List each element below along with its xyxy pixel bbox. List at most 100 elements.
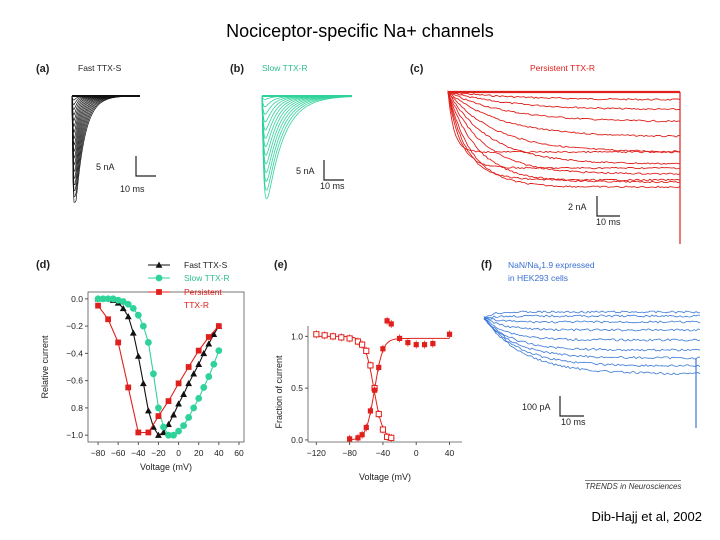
panel-f-scale-x: 10 ms: [561, 417, 586, 427]
data-point-d: [150, 423, 157, 430]
x-tick-label-d: −40: [131, 448, 146, 458]
data-point-e: [338, 334, 345, 341]
data-point-d: [105, 316, 112, 323]
y-tick-label-d: −0.6: [66, 376, 83, 386]
data-point-e: [367, 408, 374, 414]
data-point-d: [94, 295, 102, 303]
legend-label-d: Persistent: [184, 287, 222, 297]
data-point-d: [160, 429, 167, 436]
panel-a-scale-x: 10 ms: [120, 184, 145, 194]
data-point-d: [185, 379, 193, 387]
trace-c: [447, 92, 681, 182]
trace-c: [447, 92, 681, 184]
journal-credit: TRENDS in Neurosciences: [585, 480, 682, 491]
data-point-d: [115, 339, 122, 346]
trace-b: [261, 95, 352, 148]
trace-f: [483, 317, 701, 332]
data-point-d: [200, 349, 208, 357]
slide-title: Nociceptor-specific Na+ channels: [226, 21, 494, 41]
data-point-e: [367, 362, 374, 369]
trace-f: [483, 317, 701, 324]
legend-marker-d: [156, 289, 162, 295]
panel-f-traces: [483, 310, 701, 428]
x-axis-label-e: Voltage (mV): [359, 472, 411, 482]
panel-d-letter: (d): [36, 259, 50, 271]
x-tick-label-d: 20: [194, 448, 204, 458]
trace-c: [447, 92, 680, 138]
data-point-d: [139, 322, 147, 330]
trace-c: [447, 92, 681, 154]
data-point-e: [363, 347, 370, 354]
data-point-e: [376, 364, 382, 371]
trace-c: [447, 90, 681, 153]
data-point-e: [388, 321, 394, 327]
data-point-e: [388, 434, 395, 441]
data-point-e: [384, 318, 390, 324]
data-point-d: [145, 429, 152, 436]
trace-f: [483, 314, 701, 320]
panel-f-title-sub: v: [538, 266, 541, 272]
data-point-d: [205, 334, 212, 340]
x-tick-label-e: 40: [445, 448, 455, 458]
panel-b-title: Slow TTX-R: [262, 63, 308, 73]
panel-c-letter: (c): [410, 63, 424, 75]
panel-f-scalebar: [559, 396, 584, 417]
panel-e-letter: (e): [274, 259, 288, 271]
data-point-e: [405, 339, 411, 346]
data-point-d: [195, 347, 202, 354]
panel-c-scale-x: 10 ms: [596, 217, 621, 227]
data-point-d: [139, 379, 147, 387]
plot-frame-d: [87, 291, 245, 443]
y-tick-label-d: −1.0: [66, 430, 83, 440]
data-point-d: [124, 313, 132, 320]
y-tick-label-d: −0.2: [66, 321, 83, 331]
data-point-e: [371, 387, 378, 393]
legend-marker-d: [155, 274, 163, 282]
data-point-d: [134, 352, 142, 359]
y-tick-label-e: 1.0: [291, 331, 303, 341]
panel-a-title: Fast TTX-S: [78, 63, 122, 73]
panel-c-scalebar: [596, 196, 620, 217]
data-point-d: [134, 311, 142, 319]
panel-a-traces: [71, 95, 140, 203]
panel-e-chart: −120 −80 −40 0 40 0.0 0.5 1.0 Voltage (mV) Fracti…: [274, 316, 462, 482]
data-point-e: [430, 341, 436, 347]
trace-b: [261, 95, 352, 156]
data-point-d: [160, 423, 167, 431]
data-point-d: [195, 360, 203, 367]
data-point-e: [363, 424, 369, 431]
data-point-e: [355, 435, 361, 441]
x-tick-label-d: 40: [214, 448, 224, 458]
data-point-d: [95, 302, 101, 309]
trace-c: [447, 91, 680, 123]
panel-b-scale-y: 5 nA: [296, 166, 315, 176]
x-tick-label-e: −80: [342, 448, 357, 458]
x-tick-label-e: −120: [307, 448, 326, 458]
panel-f-title-post: 1.9 expressed: [541, 260, 595, 270]
x-tick-label-d: −20: [151, 448, 166, 458]
data-point-d: [99, 295, 107, 303]
citation-credit: Dib-Hajj et al, 2002: [591, 509, 702, 524]
trace-c: [447, 92, 681, 189]
data-point-e: [380, 346, 386, 352]
data-point-d: [205, 340, 213, 347]
data-point-d: [124, 300, 132, 308]
trace-c: [447, 91, 681, 101]
data-point-d: [125, 384, 132, 391]
trace-a: [71, 95, 140, 153]
trace-f: [483, 316, 701, 360]
data-point-e: [413, 342, 419, 348]
data-point-d: [104, 295, 112, 303]
data-point-e: [359, 341, 366, 348]
data-point-d: [155, 413, 162, 419]
data-point-d: [165, 398, 172, 404]
trace-c: [447, 92, 681, 170]
panel-f-letter: (f): [481, 259, 492, 271]
data-point-d: [185, 364, 192, 370]
data-point-d: [175, 400, 182, 407]
y-tick-label-e: 0.5: [291, 383, 303, 393]
data-point-d: [200, 384, 208, 391]
data-point-d: [135, 429, 142, 436]
data-point-d: [210, 330, 218, 337]
data-point-d: [119, 298, 127, 305]
